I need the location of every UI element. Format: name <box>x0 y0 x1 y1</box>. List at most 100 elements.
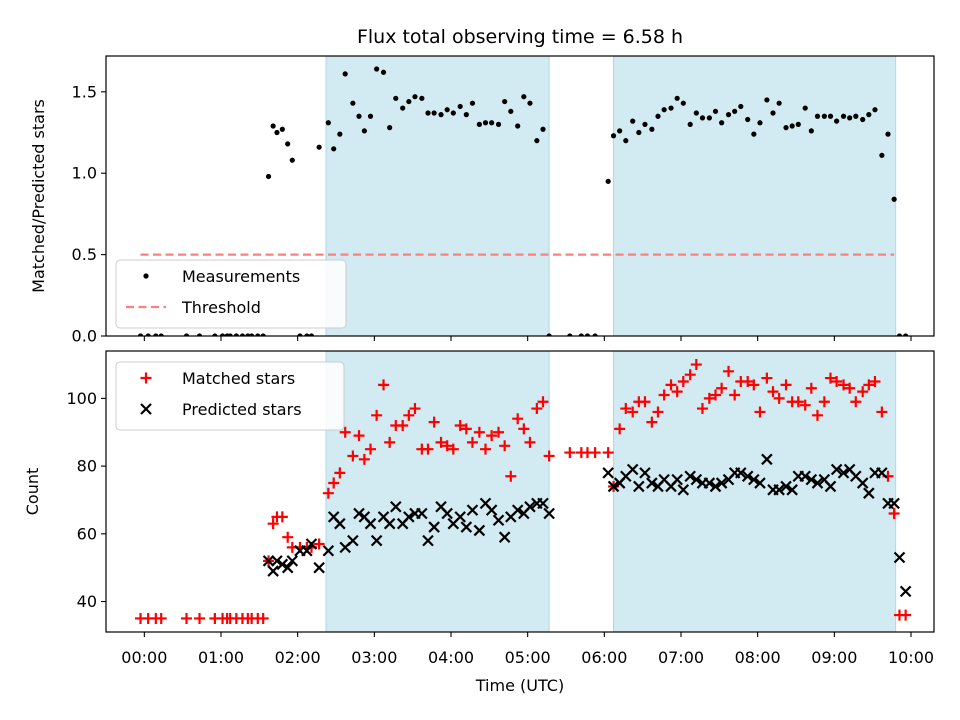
measurement-point <box>153 333 159 336</box>
measurement-point <box>795 121 801 127</box>
y-tick-label: 1.0 <box>72 164 97 183</box>
measurement-point <box>419 95 425 101</box>
matched-star-point <box>460 423 472 435</box>
predicted-star-point <box>334 517 346 530</box>
measurement-point <box>853 113 859 119</box>
measurement-point <box>751 131 757 137</box>
measurement-point <box>438 112 444 118</box>
matched-star-point <box>499 440 511 452</box>
measurement-point <box>764 97 770 103</box>
measurement-point <box>521 94 527 100</box>
predicted-star-point <box>830 463 843 476</box>
matched-star-point <box>353 430 365 442</box>
matched-star-point <box>543 450 555 462</box>
x-axis: 00:00 01:00 02:00 03:00 04:00 05:00 06:00 07:00… <box>121 648 934 667</box>
matched-star-point <box>313 538 325 550</box>
measurement-point <box>757 120 763 126</box>
measurement-point <box>623 138 629 144</box>
measurement-point <box>297 333 303 336</box>
predicted-star-point <box>626 463 639 476</box>
measurement-point <box>592 333 598 336</box>
measurement-point <box>783 125 789 131</box>
matched-star-point <box>799 399 811 411</box>
measurement-point <box>265 173 272 180</box>
predicted-star-point <box>485 504 498 516</box>
matched-star-point <box>564 447 576 459</box>
matched-star-point <box>658 389 670 401</box>
measurement-point <box>872 107 878 113</box>
predicted-star-point <box>473 524 486 537</box>
matched-star-point <box>524 436 536 448</box>
measurement-point <box>879 152 885 158</box>
predicted-star-point <box>313 561 325 574</box>
predicted-star-point <box>799 470 811 483</box>
matched-star-point <box>614 423 626 435</box>
measurement-point <box>668 105 674 111</box>
y-axis-label: Count <box>23 468 42 516</box>
y-tick-label: 1.5 <box>72 82 97 101</box>
measurement-point <box>367 113 374 119</box>
legend-label: Threshold <box>181 298 261 317</box>
predicted-star-point <box>677 484 690 496</box>
matched-star-point <box>397 419 409 431</box>
measurement-point <box>540 126 546 132</box>
legend-marker <box>140 372 152 384</box>
matched-star-point <box>257 612 269 624</box>
measurement-point <box>546 333 552 336</box>
measurement-point <box>183 333 190 336</box>
measurement-point <box>495 121 502 127</box>
y-tick-label: 40 <box>77 592 97 611</box>
observing-window <box>325 350 550 633</box>
measurement-point <box>610 133 617 139</box>
predicted-star-point <box>602 467 614 479</box>
matched-star-point <box>665 379 677 391</box>
measurement-point <box>412 94 418 100</box>
matched-star-point <box>723 365 735 377</box>
measurement-point <box>896 333 903 336</box>
measurement-point <box>847 115 853 121</box>
x-tick-label: 07:00 <box>658 648 704 667</box>
measurement-point <box>821 113 827 119</box>
x-tick-label: 08:00 <box>735 648 781 667</box>
count-panel: 40 60 80 100 Count <box>23 350 935 637</box>
matched-star-point <box>620 403 632 415</box>
matched-star-point <box>518 423 530 435</box>
measurement-point <box>719 120 725 126</box>
matched-star-point <box>888 508 900 520</box>
measurement-point <box>476 121 482 127</box>
measurement-point <box>279 126 285 132</box>
predicted-star-point <box>416 507 428 520</box>
matched-star-point <box>696 403 708 415</box>
measurement-point <box>827 113 834 119</box>
measurement-point <box>356 113 362 119</box>
predicted-star-point <box>899 585 912 598</box>
matched-star-point <box>805 382 817 394</box>
measurement-point <box>245 333 251 336</box>
measurement-point <box>289 157 295 163</box>
measurement-point <box>534 138 540 144</box>
measurement-point <box>712 108 719 114</box>
predicted-star-point <box>305 538 318 550</box>
measurement-point <box>802 105 808 111</box>
ratio-panel: 0.0 0.5 1.0 1.5 Matched/Predicted stars <box>29 55 935 346</box>
measurement-point <box>270 123 276 129</box>
measurement-point <box>316 144 322 150</box>
observing-window <box>325 55 550 337</box>
matched-star-point <box>531 403 543 415</box>
x-tick-label: 09:00 <box>811 648 857 667</box>
matched-star-point <box>512 413 524 425</box>
measurement-point <box>158 333 164 336</box>
panel-frame <box>105 350 935 633</box>
matched-star-point <box>742 375 754 387</box>
matched-star-point <box>857 386 869 398</box>
predicted-star-point <box>703 477 716 489</box>
measurement-point <box>219 333 226 336</box>
predicted-star-point <box>786 484 798 496</box>
measurement-point <box>400 105 406 111</box>
legend-marker <box>143 273 149 279</box>
predicted-star-point <box>633 480 645 493</box>
predicted-star-point <box>748 473 760 486</box>
matched-star-point <box>537 396 549 408</box>
y-tick-label: 0.5 <box>72 245 97 264</box>
predicted-star-point <box>537 497 549 510</box>
